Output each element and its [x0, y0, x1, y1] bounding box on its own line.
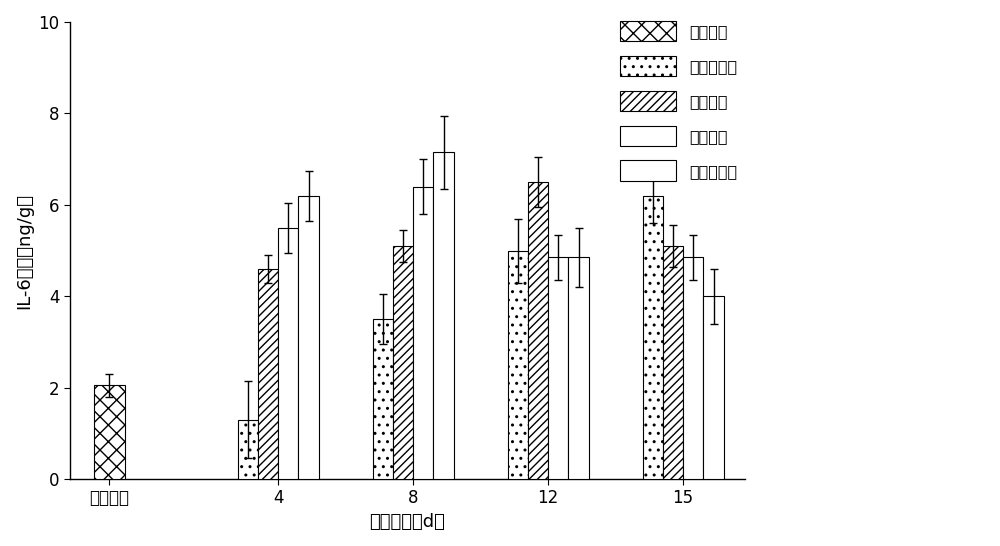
Bar: [433, 152, 454, 479]
X-axis label: 用药时间（d）: 用药时间（d）: [370, 513, 445, 531]
Bar: [643, 195, 663, 479]
Bar: [393, 246, 413, 479]
Bar: [663, 246, 683, 479]
Y-axis label: IL-6含量（ng/g）: IL-6含量（ng/g）: [15, 193, 33, 308]
Bar: [683, 257, 703, 479]
Bar: [373, 319, 393, 479]
Bar: [238, 420, 258, 479]
Bar: [413, 187, 433, 479]
Bar: [94, 385, 125, 479]
Bar: [298, 195, 319, 479]
Bar: [258, 269, 278, 479]
Bar: [703, 296, 724, 479]
Bar: [548, 257, 568, 479]
Bar: [528, 182, 548, 479]
Bar: [278, 228, 298, 479]
Bar: [508, 251, 528, 479]
Bar: [568, 257, 589, 479]
Legend: 正常小鼠, 阴性对照组, 低剂量组, 高剂量组, 阳性对照组: 正常小鼠, 阴性对照组, 低剂量组, 高剂量组, 阳性对照组: [620, 21, 737, 181]
